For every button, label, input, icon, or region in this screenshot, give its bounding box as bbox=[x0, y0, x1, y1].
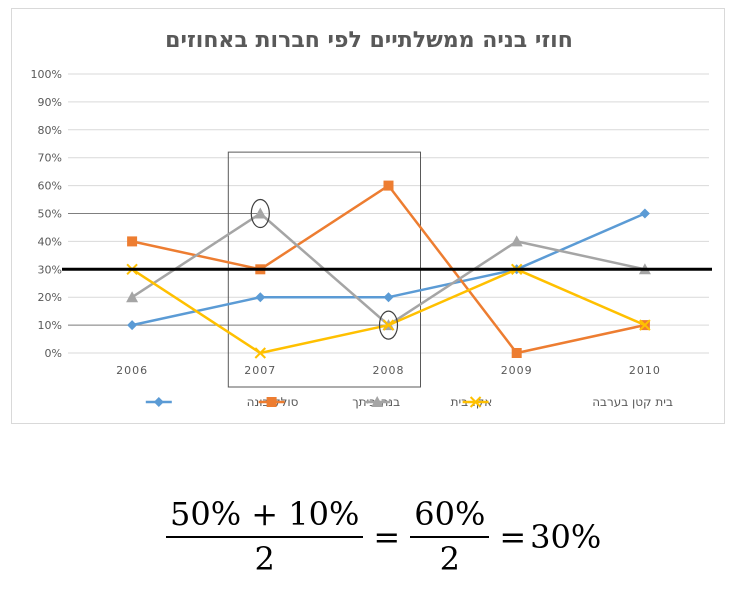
x-tick-label: 2008 bbox=[373, 364, 405, 377]
y-tick-label: 90% bbox=[38, 96, 62, 109]
fraction-left: 50% + 10% 2 bbox=[166, 496, 364, 578]
equals-sign: = bbox=[373, 518, 401, 556]
y-tick-label: 10% bbox=[38, 319, 62, 332]
fraction-right: 60% 2 bbox=[410, 496, 490, 578]
data-point-marker bbox=[639, 319, 651, 331]
data-point-marker bbox=[127, 320, 138, 331]
average-formula: 50% + 10% 2 = 60% 2 = 30% bbox=[160, 492, 601, 582]
y-tick-label: 20% bbox=[38, 291, 62, 304]
line-chart: חוזי בניה ממשלתיים לפי חברות באחוזים 0% 1… bbox=[31, 28, 712, 409]
chart-title: חוזי בניה ממשלתיים לפי חברות באחוזים bbox=[165, 28, 573, 53]
legend-marker bbox=[469, 396, 482, 408]
equals-sign: = bbox=[499, 518, 527, 556]
data-point-marker bbox=[126, 291, 139, 303]
y-axis-ticks: 0% 10% 20% 30% 40% 50% 60% 70% 80% 90% 100% bbox=[31, 68, 62, 360]
fraction-right-numerator: 60% bbox=[410, 496, 490, 538]
fraction-right-denominator: 2 bbox=[439, 540, 460, 578]
data-point-marker bbox=[639, 208, 650, 219]
data-point-marker bbox=[510, 235, 523, 247]
x-tick-label: 2009 bbox=[501, 364, 533, 377]
data-point-marker bbox=[254, 207, 267, 219]
y-tick-label: 100% bbox=[31, 68, 62, 81]
data-point-marker bbox=[383, 292, 394, 303]
circled-point bbox=[378, 310, 399, 340]
legend-item: אקו-בית bbox=[364, 395, 492, 409]
legend-marker bbox=[266, 397, 277, 407]
data-point-marker bbox=[254, 347, 267, 359]
y-tick-label: 70% bbox=[38, 152, 62, 165]
x-tick-label: 2006 bbox=[116, 364, 148, 377]
formula-result: 30% bbox=[530, 518, 602, 556]
legend-label: בית קטן בערבה bbox=[592, 395, 673, 409]
y-tick-label: 50% bbox=[38, 208, 62, 221]
fraction-left-denominator: 2 bbox=[254, 540, 275, 578]
data-point-marker bbox=[511, 348, 522, 358]
y-tick-label: 80% bbox=[38, 124, 62, 137]
data-point-marker bbox=[127, 236, 138, 247]
annotation-overlay bbox=[62, 198, 712, 340]
chart-frame: חוזי בניה ממשלתיים לפי חברות באחוזים 0% 1… bbox=[11, 8, 725, 424]
data-point-marker bbox=[382, 319, 395, 331]
fraction-left-numerator: 50% + 10% bbox=[166, 496, 364, 538]
x-axis-ticks: 2006 2007 2008 2009 2010 bbox=[116, 364, 661, 377]
data-point-marker bbox=[383, 180, 394, 191]
x-tick-label: 2007 bbox=[244, 364, 276, 377]
y-tick-label: 0% bbox=[45, 347, 62, 360]
y-tick-label: 40% bbox=[38, 235, 62, 248]
legend-item: בית קטן בערבה bbox=[462, 395, 673, 409]
y-tick-label: 60% bbox=[38, 180, 62, 193]
y-tick-label: 30% bbox=[38, 263, 62, 276]
x-tick-label: 2010 bbox=[629, 364, 661, 377]
circled-point bbox=[250, 198, 270, 229]
series-lines bbox=[126, 180, 651, 359]
legend-marker bbox=[153, 397, 164, 407]
legend-marker bbox=[371, 396, 384, 407]
data-point-marker bbox=[255, 292, 266, 303]
